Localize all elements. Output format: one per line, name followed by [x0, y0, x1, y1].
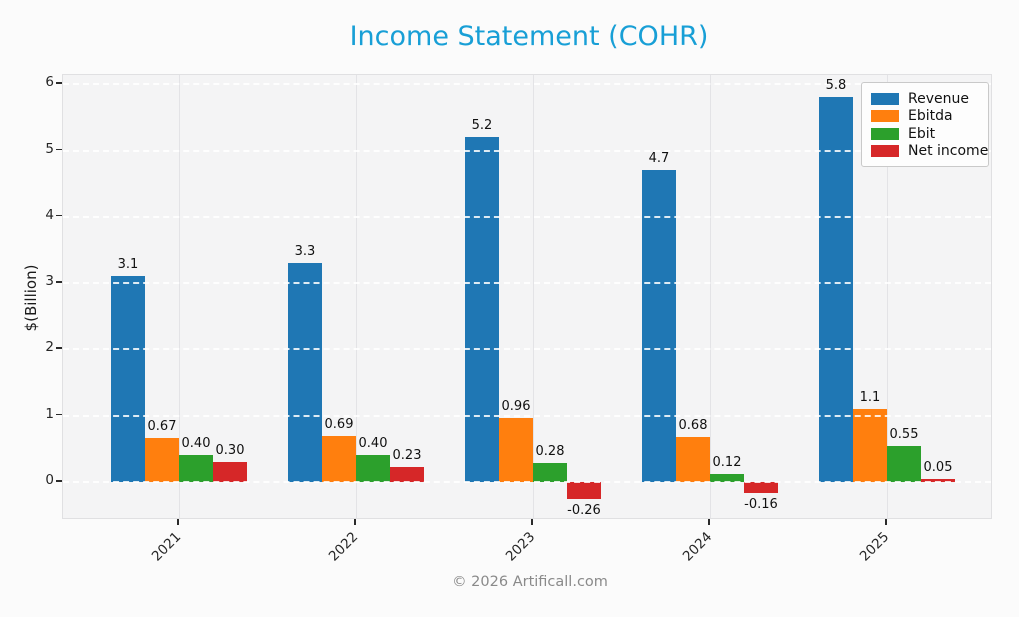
- bar-value-label-net-income-2022: 0.23: [392, 447, 422, 463]
- bar-ebitda-2023: [499, 418, 533, 482]
- bar-ebitda-2025: [853, 409, 887, 482]
- y-tick-mark-0: [56, 480, 62, 482]
- gridline-v-2022: [355, 75, 357, 518]
- x-tick-mark-2022: [354, 519, 356, 525]
- bar-value-label-ebit-2022: 0.40: [358, 436, 388, 452]
- bar-revenue-2021: [111, 276, 145, 482]
- bar-ebit-2024: [710, 474, 744, 482]
- bar-value-label-revenue-2025: 5.8: [825, 78, 847, 94]
- legend-item-revenue: Revenue: [871, 90, 980, 107]
- legend-swatch-ebit: [871, 127, 899, 140]
- gridline-h-1: [63, 414, 991, 417]
- bar-value-label-net-income-2024: -0.16: [744, 496, 778, 512]
- bar-ebit-2021: [179, 455, 213, 482]
- legend-item-ebitda: Ebitda: [871, 108, 980, 125]
- gridline-v-2023: [532, 75, 534, 518]
- x-tick-label-2024: 2024: [679, 529, 716, 565]
- bar-net-income-2025: [921, 478, 955, 482]
- gridline-h-4: [63, 215, 991, 218]
- x-tick-mark-2021: [177, 519, 179, 525]
- legend-swatch-net-income: [871, 145, 899, 158]
- bar-value-label-ebit-2021: 0.40: [181, 436, 211, 452]
- y-tick-label-3: 3: [45, 273, 54, 290]
- bar-value-label-net-income-2025: 0.05: [923, 459, 953, 475]
- y-tick-mark-6: [56, 82, 62, 84]
- y-tick-label-0: 0: [45, 472, 54, 488]
- gridline-h-6: [63, 83, 991, 86]
- y-tick-mark-3: [56, 281, 62, 283]
- bar-ebit-2025: [887, 445, 921, 482]
- bar-net-income-2023: [567, 482, 601, 500]
- bar-value-label-ebit-2023: 0.28: [535, 444, 565, 460]
- gridline-v-2025: [886, 75, 888, 518]
- y-tick-label-6: 6: [45, 74, 54, 91]
- bar-value-label-ebit-2025: 0.55: [889, 426, 919, 442]
- y-tick-mark-2: [56, 347, 62, 349]
- bar-ebit-2022: [356, 455, 390, 482]
- bar-ebitda-2022: [322, 436, 356, 482]
- legend-label: Ebitda: [908, 108, 953, 125]
- x-tick-label-2021: 2021: [148, 529, 185, 565]
- bar-value-label-revenue-2021: 3.1: [117, 257, 139, 273]
- bar-value-label-revenue-2024: 4.7: [648, 151, 670, 167]
- bar-value-label-ebitda-2024: 0.68: [678, 417, 708, 433]
- legend: Revenue Ebitda Ebit Net income: [861, 82, 989, 167]
- legend-item-ebit: Ebit: [871, 125, 980, 142]
- bar-revenue-2023: [465, 137, 499, 482]
- bar-value-label-revenue-2023: 5.2: [471, 118, 493, 134]
- bar-net-income-2021: [213, 462, 247, 482]
- gridline-v-2024: [709, 75, 711, 518]
- bar-value-label-revenue-2022: 3.3: [294, 244, 316, 260]
- bar-ebitda-2021: [145, 437, 179, 482]
- x-tick-label-2022: 2022: [325, 529, 362, 565]
- legend-swatch-revenue: [871, 92, 899, 105]
- x-tick-mark-2024: [708, 519, 710, 525]
- bar-revenue-2025: [819, 97, 853, 482]
- plot-area: 3.1 3.3 5.2 4.7 5.8 0.67 0.69 0.96 0.68 1.1 0.40 0.…: [62, 74, 992, 519]
- y-tick-label-4: 4: [45, 206, 54, 223]
- bar-revenue-2024: [642, 170, 676, 482]
- x-tick-mark-2023: [531, 519, 533, 525]
- bar-ebit-2023: [533, 463, 567, 482]
- bar-value-label-ebitda-2025: 1.1: [859, 390, 881, 406]
- gridline-h-2: [63, 348, 991, 351]
- chart-title: Income Statement (COHR): [349, 21, 709, 52]
- bar-value-label-ebit-2024: 0.12: [712, 455, 742, 471]
- bar-value-label-net-income-2021: 0.30: [215, 443, 245, 459]
- bar-value-label-ebitda-2022: 0.69: [324, 417, 354, 433]
- bar-ebitda-2024: [676, 436, 710, 482]
- legend-item-net-income: Net income: [871, 143, 988, 160]
- y-tick-label-5: 5: [45, 140, 54, 157]
- x-tick-mark-2025: [885, 519, 887, 525]
- gridline-h-3: [63, 282, 991, 285]
- y-tick-mark-5: [56, 148, 62, 150]
- legend-label: Revenue: [908, 90, 969, 107]
- y-tick-mark-4: [56, 214, 62, 217]
- legend-label: Ebit: [908, 125, 936, 142]
- bar-net-income-2024: [744, 482, 778, 493]
- footer-credit: © 2026 Artificall.com: [452, 574, 608, 590]
- x-tick-label-2025: 2025: [856, 529, 893, 565]
- legend-swatch-ebitda: [871, 110, 899, 123]
- bar-value-label-ebitda-2021: 0.67: [147, 418, 177, 434]
- y-tick-mark-1: [56, 413, 62, 416]
- legend-label: Net income: [908, 143, 989, 160]
- bar-net-income-2022: [390, 466, 424, 482]
- y-tick-label-2: 2: [45, 339, 54, 356]
- gridline-h-5: [63, 149, 991, 152]
- gridline-h-0: [63, 481, 991, 483]
- bar-revenue-2022: [288, 263, 322, 482]
- x-tick-label-2023: 2023: [502, 529, 539, 565]
- bar-value-label-net-income-2023: -0.26: [567, 503, 601, 519]
- bar-value-label-ebitda-2023: 0.96: [501, 399, 531, 415]
- gridline-v-2021: [178, 75, 180, 518]
- y-tick-label-1: 1: [45, 405, 54, 422]
